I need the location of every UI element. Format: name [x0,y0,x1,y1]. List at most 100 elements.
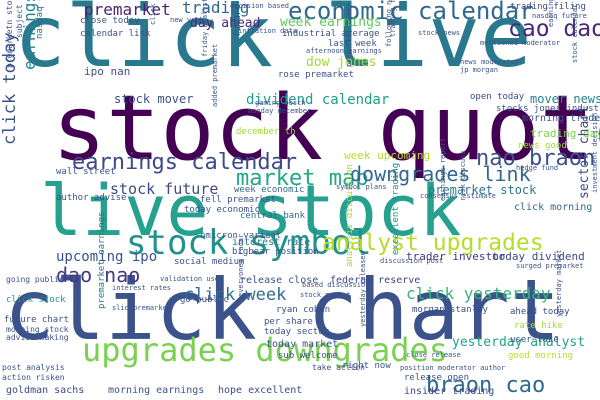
word: mentioned moderator [480,39,561,47]
word: mover news [530,92,600,106]
word: yesterday analyst [452,335,586,350]
word: trader investor [406,250,506,263]
word: trading filing [510,2,586,12]
word: week earnings [280,15,382,30]
word: day ahead [190,16,261,31]
word: click morning [514,202,593,213]
word: click afternoon [149,0,157,25]
word: jp morgan [460,66,498,74]
word: industrial average [282,29,380,39]
word: premarket [84,0,171,19]
word: analysis discussion [345,164,355,267]
word: click live [14,0,532,87]
word: news moderator [460,58,520,66]
word: advise making [6,333,69,342]
word: nasdaq future [532,12,587,20]
word: stock news [418,29,461,37]
word: close today [80,16,140,26]
word: live stock [40,170,462,252]
word: dao nao [56,263,141,287]
word: stock symbol [126,223,372,263]
word: nasdaq composite [35,0,45,39]
word: interest rates [112,284,172,292]
word: social medium [174,257,245,267]
word: fell premarket [200,195,276,205]
word: click chart [4,261,561,359]
word: wall street [56,167,116,177]
word: insider trading [404,386,495,397]
word: hedge fund [516,164,559,172]
word: subject validation [15,0,24,38]
word: user take [510,335,559,345]
word: stock quote [52,76,600,181]
word: trading following [389,0,397,37]
word: sub welcome [278,351,338,361]
word: stock future [110,180,219,198]
word: morning earnings [108,385,205,396]
word: cao dao [508,16,600,42]
word: inflation data [238,27,298,35]
word: news good [518,141,567,151]
word: right now [342,361,391,371]
word: trading [182,0,250,17]
word: consensus estimate [420,192,496,200]
word: upcoming ipo [56,249,158,265]
word: rate hike [514,321,563,331]
word: good morning [508,351,574,361]
word: premarket earnings [97,211,107,309]
word: surged premarket [516,262,584,270]
word: trading day [530,127,600,140]
word: close release [406,351,461,359]
word: open today [470,92,525,102]
word: go public [180,295,229,305]
word: earnings plans [547,0,555,27]
word: gaming bosch [255,99,306,107]
word: omicron variant [200,231,282,241]
word: yesterday market [555,249,563,317]
word: post analysis [2,363,65,372]
word: premarketn stock [5,0,14,68]
word: federal reserve [330,275,421,286]
word: future chart [4,315,70,325]
word: today economic [184,205,260,215]
word: nao braon [476,146,596,171]
word: morning trader [522,113,600,124]
word: central bank [240,211,306,221]
word: upgrades downgrades [82,331,449,369]
word: morning stock [6,325,69,334]
word: rose premarket [278,70,354,80]
word: validation user [160,275,224,283]
word: click week [184,285,287,305]
word: goldman sachs [6,385,85,396]
word: release open [404,373,470,383]
word: stock market [300,291,351,299]
word: analyst upgrades [322,230,544,256]
word: stocks jones industrial [496,104,600,114]
word: earnings report [439,137,447,201]
word: economic calendar [288,0,534,25]
word: today dividend [492,250,585,263]
word: symbol plans [336,183,387,191]
word: author advise [56,193,127,203]
word: hope excellent [218,385,303,396]
word: premarket stock [428,183,537,197]
word: click stock [6,295,66,305]
word: position moderator author [400,364,506,372]
word: risk discuss [459,150,467,201]
word: week economic [234,185,305,195]
word: braon cao [426,373,546,398]
word: last week [328,39,377,49]
word: dow jones [306,55,377,70]
word: downgrades link [350,162,531,186]
word: per share [264,317,313,327]
word: yesterday releasen [359,251,367,327]
word: stock calendar [571,3,579,63]
word: ryan cohen [276,305,331,315]
word: decision based [230,2,290,10]
word: release close [240,275,319,286]
word: ahead today [510,307,570,317]
word: market map [236,166,369,191]
word: excellent trading [391,162,401,255]
word: based discussion [302,281,370,289]
